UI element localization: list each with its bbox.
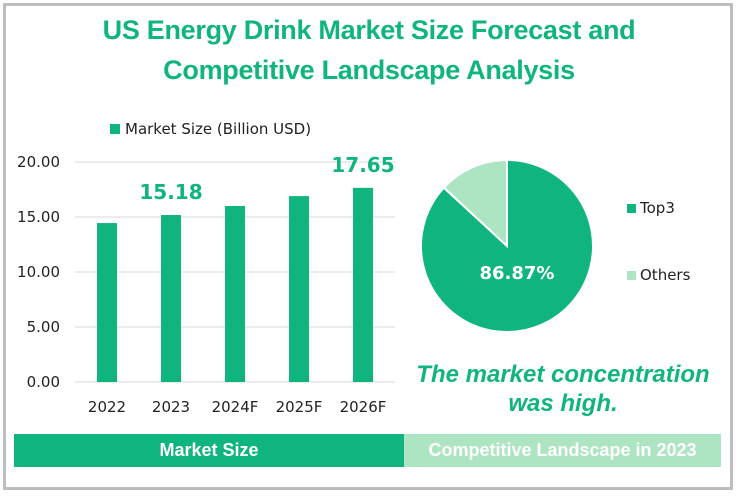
x-tick-label: 2022	[88, 398, 126, 416]
title-line-2: Competitive Landscape Analysis	[163, 55, 575, 85]
x-tick-label: 2024F	[212, 398, 259, 416]
y-tick-label: 15.00	[17, 208, 60, 226]
y-tick-label: 10.00	[17, 263, 60, 281]
bar-2026F	[353, 187, 373, 382]
page-title: US Energy Drink Market Size Forecast and…	[0, 10, 738, 90]
y-tick-label: 0.00	[27, 373, 60, 391]
pie-slice-others	[442, 158, 508, 249]
pie-data-label: 86.87%	[480, 263, 555, 284]
bar-2024F	[225, 206, 245, 382]
pie-legend-swatch	[627, 271, 636, 280]
bar-2025F	[289, 196, 309, 382]
x-tick-label: 2025F	[276, 398, 323, 416]
bar-2023	[161, 215, 181, 382]
x-tick-label: 2023	[152, 398, 190, 416]
y-tick-label: 20.00	[17, 153, 60, 171]
bar-legend-label: Market Size (Billion USD)	[125, 120, 311, 138]
bar-2022	[97, 223, 117, 382]
banner-competitive-landscape: Competitive Landscape in 2023	[404, 434, 721, 467]
pie-legend-swatch	[627, 204, 636, 213]
pie-legend-label: Top3	[639, 199, 675, 217]
bar-data-label: 15.18	[139, 180, 202, 204]
title-line-1: US Energy Drink Market Size Forecast and	[102, 15, 636, 45]
banner-market-size: Market Size	[14, 434, 404, 467]
pie-legend-label: Others	[640, 266, 691, 284]
bar-data-label: 17.65	[331, 153, 394, 177]
conclusion-note: The market concentration was high.	[416, 361, 710, 417]
bar-legend-swatch	[110, 124, 120, 134]
x-tick-label: 2026F	[340, 398, 387, 416]
y-tick-label: 5.00	[27, 318, 60, 336]
